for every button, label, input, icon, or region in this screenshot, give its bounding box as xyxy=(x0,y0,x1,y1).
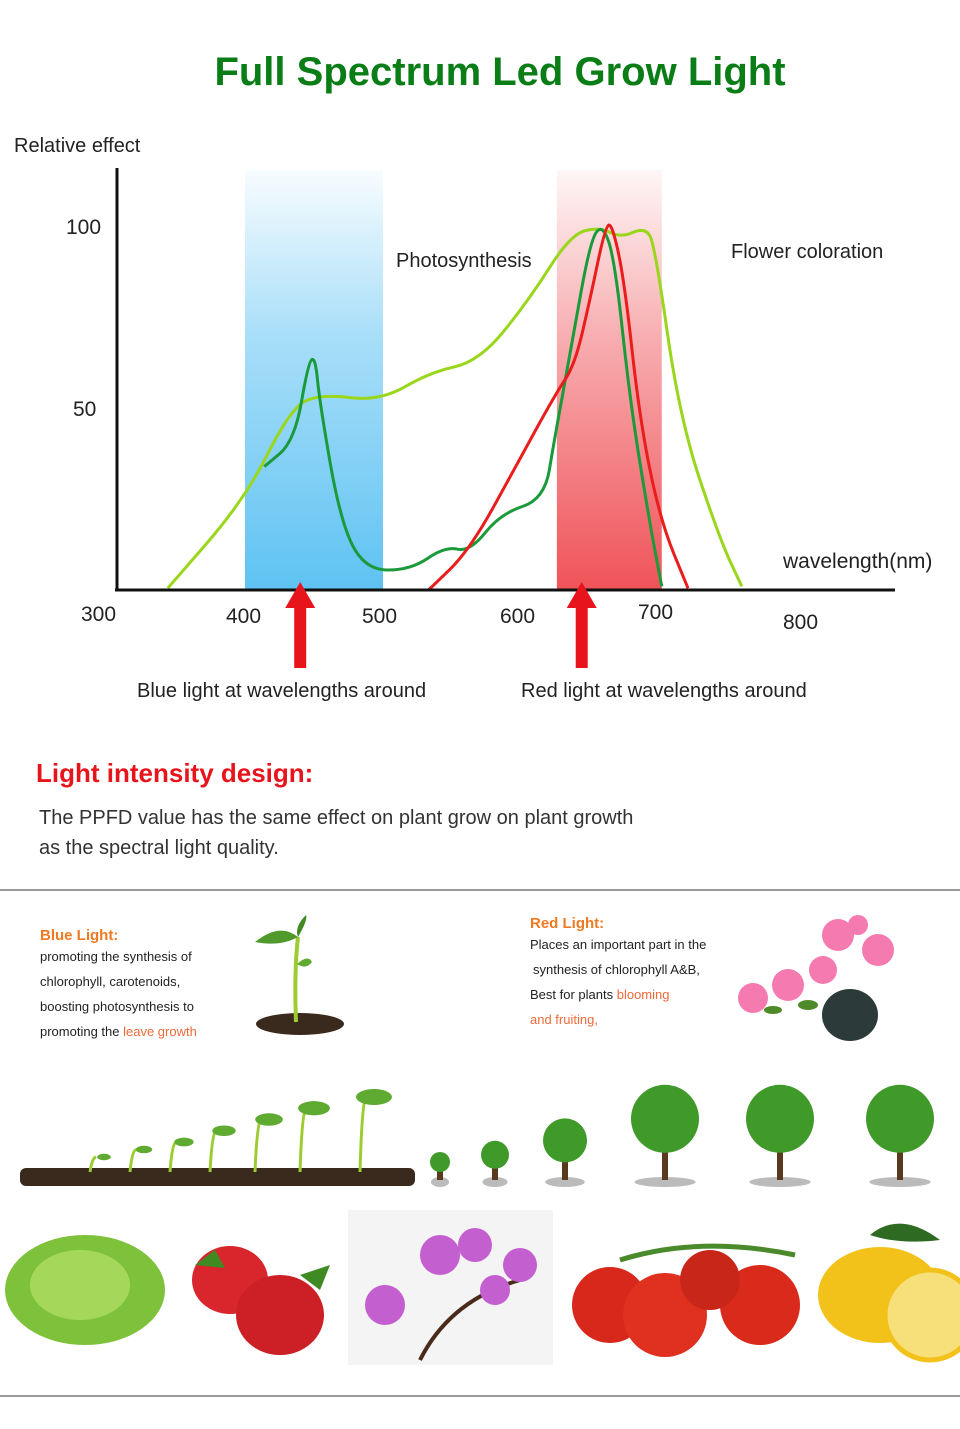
tree-shadow xyxy=(545,1177,585,1187)
sprout-stem xyxy=(128,1148,137,1173)
sprout xyxy=(253,1113,283,1173)
sprout-stem xyxy=(168,1140,178,1173)
tree xyxy=(430,1152,450,1187)
tree-canopy xyxy=(631,1084,699,1153)
growth-stages-image xyxy=(20,1084,934,1187)
sprout xyxy=(208,1125,236,1173)
blue-card-highlight: leave growth xyxy=(123,1024,197,1039)
sprout-stem xyxy=(358,1096,368,1173)
x-tick-800: 800 xyxy=(783,611,818,634)
red-card-highlight: and fruiting, xyxy=(530,1012,598,1027)
y-tick-100: 100 xyxy=(66,216,101,239)
blue-card-line: boosting photosynthesis to xyxy=(40,999,194,1014)
x-axis-label: wavelength(nm) xyxy=(782,550,932,573)
sprout xyxy=(356,1089,392,1173)
orchid-image xyxy=(348,1210,553,1365)
blue-arrow-label: Blue light at wavelengths around xyxy=(137,680,426,702)
tree-canopy xyxy=(746,1084,814,1153)
red-card-highlight: blooming xyxy=(616,987,670,1002)
tree-shadow xyxy=(482,1177,508,1187)
tree-shadow xyxy=(431,1177,449,1187)
series-line-2 xyxy=(263,227,664,587)
x-tick-300: 300 xyxy=(81,603,116,626)
sprout xyxy=(298,1101,330,1173)
tree xyxy=(543,1118,587,1187)
page-title: Full Spectrum Led Grow Light xyxy=(214,50,786,94)
sprout-leaf xyxy=(97,1153,111,1161)
tree-trunk xyxy=(777,1135,783,1180)
red-card-line: synthesis of chlorophyll A&B, xyxy=(533,962,700,977)
sprout-stem xyxy=(298,1107,308,1173)
tree-trunk xyxy=(662,1135,668,1180)
sprout-leaf xyxy=(255,1113,283,1126)
intensity-line-1: The PPFD value has the same effect on pl… xyxy=(39,807,634,829)
tree-shadow xyxy=(869,1177,931,1187)
sprout-leaf xyxy=(135,1145,153,1154)
x-tick-600: 600 xyxy=(500,605,535,628)
x-tick-500: 500 xyxy=(362,605,397,628)
blue-light-card: Blue Light: promoting the synthesis of c… xyxy=(40,927,240,1044)
red-light-arrow xyxy=(566,582,597,668)
tree-canopy xyxy=(481,1140,509,1169)
x-tick-700: 700 xyxy=(638,601,673,624)
sprout xyxy=(168,1137,194,1173)
blue-card-line: promoting the synthesis of xyxy=(40,949,192,964)
tree-canopy xyxy=(866,1084,934,1153)
tree-trunk xyxy=(562,1151,568,1180)
tree-trunk xyxy=(897,1135,903,1180)
tree xyxy=(866,1084,934,1187)
sprout xyxy=(128,1145,153,1173)
intensity-line-2: as the spectral light quality. xyxy=(39,837,279,859)
azalea-image xyxy=(738,915,894,1041)
sprout-leaf xyxy=(212,1125,236,1137)
red-card-line: Places an important part in the xyxy=(530,937,707,952)
lettuce-image xyxy=(5,1235,165,1345)
divider xyxy=(0,889,960,891)
flower-coloration-label: Flower coloration xyxy=(731,241,883,263)
tree-shadow xyxy=(749,1177,811,1187)
strawberry-image xyxy=(192,1246,330,1355)
tree-trunk xyxy=(437,1167,443,1180)
y-tick-50: 50 xyxy=(73,398,96,421)
tree-canopy xyxy=(430,1152,450,1172)
tree-shadow xyxy=(634,1177,696,1187)
sprout-stem xyxy=(88,1155,97,1173)
sprout-leaf xyxy=(174,1137,194,1147)
tree-canopy xyxy=(543,1118,587,1163)
intensity-text: The PPFD value has the same effect on pl… xyxy=(39,803,739,863)
red-arrow-label: Red light at wavelengths around xyxy=(521,680,807,702)
series-line-1 xyxy=(166,227,744,590)
red-card-line: Best for plants xyxy=(530,987,617,1002)
blue-card-line: promoting the xyxy=(40,1024,124,1039)
y-axis-label: Relative effect xyxy=(14,135,141,157)
lemon-image xyxy=(818,1223,960,1363)
blue-card-line: chlorophyll, carotenoids, xyxy=(40,974,181,989)
photosynthesis-label: Photosynthesis xyxy=(396,250,532,272)
tree xyxy=(631,1084,699,1187)
red-card-title: Red Light: xyxy=(530,915,605,932)
tomato-image xyxy=(572,1243,800,1357)
seedling-image xyxy=(255,915,344,1035)
sprout xyxy=(88,1153,111,1173)
sprout-leaf xyxy=(356,1089,392,1105)
tree-trunk xyxy=(492,1161,498,1180)
series-line-3 xyxy=(427,223,690,592)
blue-card-title: Blue Light: xyxy=(40,927,119,944)
intensity-title: Light intensity design: xyxy=(36,758,314,788)
red-light-card: Red Light: Places an important part in t… xyxy=(530,915,720,1032)
sprout-stem xyxy=(208,1129,218,1173)
spectrum-chart: Relative effect wavelength(nm) 100 50 30… xyxy=(14,135,932,702)
tree xyxy=(481,1140,509,1187)
x-tick-400: 400 xyxy=(226,605,261,628)
blue-light-arrow xyxy=(285,582,316,668)
tree xyxy=(746,1084,814,1187)
produce-images xyxy=(0,1210,960,1370)
blue-band xyxy=(245,170,383,590)
divider xyxy=(0,1395,960,1397)
sprout-stem xyxy=(253,1118,263,1173)
sprout-leaf xyxy=(298,1101,330,1116)
